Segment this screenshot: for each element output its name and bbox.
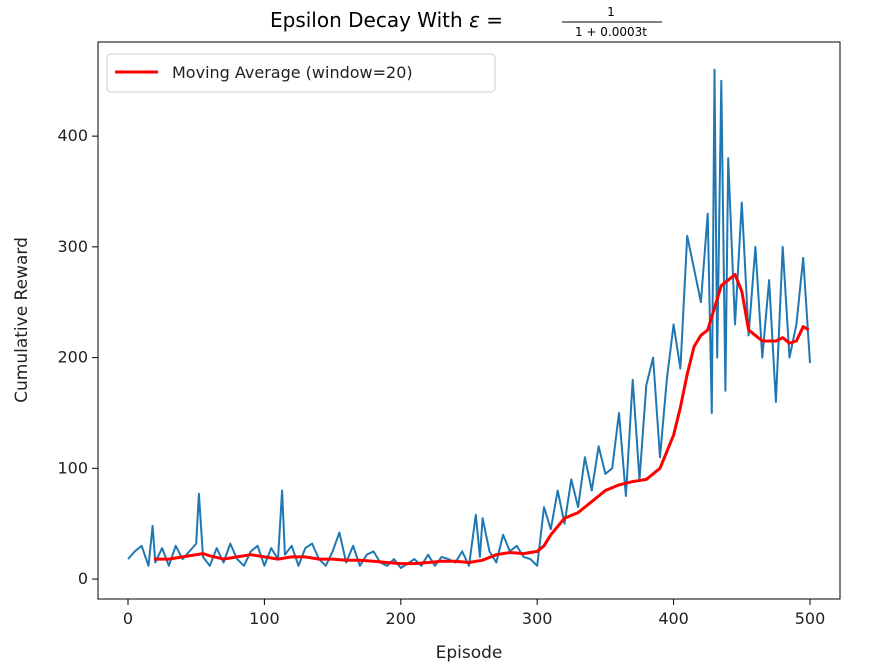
title-denominator: 1 + 0.0003t [575,25,647,39]
legend: Moving Average (window=20) [106,53,496,93]
y-tick-label: 100 [57,458,88,477]
y-tick-label: 0 [78,569,88,588]
x-tick-label: 100 [249,609,280,628]
x-tick-label: 400 [658,609,689,628]
x-tick-label: 200 [386,609,417,628]
y-axis: 0 100 200 300 400 [57,126,98,588]
legend-box [106,53,496,93]
title-prefix: Epsilon Decay With [270,8,469,32]
series-line-raw [127,68,811,569]
y-axis-label: Cumulative Reward [12,237,32,403]
legend-label-moving-average: Moving Average (window=20) [172,63,413,82]
y-tick-label: 300 [57,237,88,256]
chart-title: Epsilon Decay With ε = 1 1 + 0.0003t [270,5,662,39]
title-numerator: 1 [607,5,615,19]
x-tick-label: 300 [522,609,553,628]
x-tick-label: 500 [795,609,826,628]
x-axis: 0 100 200 300 400 500 [123,599,825,628]
x-tick-label: 0 [123,609,133,628]
y-tick-label: 400 [57,126,88,145]
x-axis-label: Episode [436,643,503,663]
y-tick-label: 200 [57,348,88,367]
title-equals: = [480,8,503,32]
plot-area [127,68,811,569]
title-symbol: ε [469,8,480,32]
series-line-moving-average [153,273,810,566]
axes-frame [97,41,841,600]
svg-text:Epsilon Decay With ε =: Epsilon Decay With ε = [270,8,503,32]
